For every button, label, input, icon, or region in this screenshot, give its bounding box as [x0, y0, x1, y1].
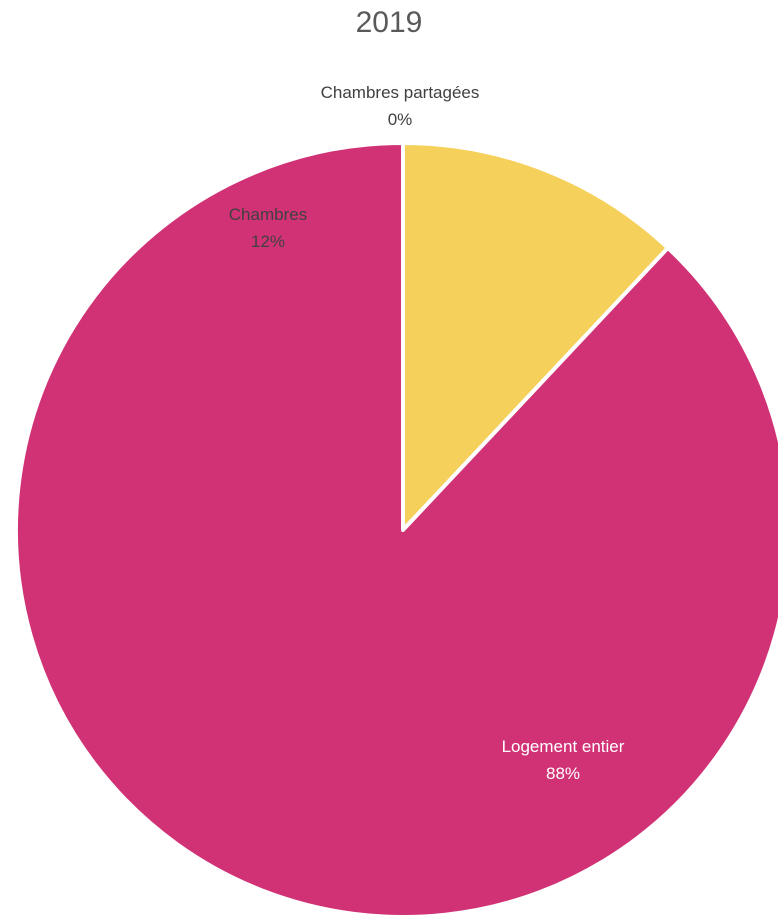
- data-label-category: Chambres partagées: [321, 83, 480, 102]
- data-label-value: 12%: [251, 232, 285, 251]
- pie-labels: Logement entier 88% Chambres 12% Chambres pa…: [229, 83, 625, 783]
- data-label-value: 88%: [546, 764, 580, 783]
- data-label-chambres: Chambres 12%: [229, 205, 307, 251]
- pie-slices: [14, 141, 778, 917]
- pie-slice-chambres: [401, 141, 670, 532]
- data-label-logement-entier: Logement entier 88%: [502, 737, 625, 783]
- data-label-category: Chambres: [229, 205, 307, 224]
- chart-title: 2019: [355, 6, 423, 39]
- data-label-value: 0%: [388, 110, 413, 129]
- data-label-category: Logement entier: [502, 737, 625, 756]
- pie-slice-logement-entier: [14, 141, 778, 917]
- data-label-chambres-partagees: Chambres partagées 0%: [321, 83, 480, 129]
